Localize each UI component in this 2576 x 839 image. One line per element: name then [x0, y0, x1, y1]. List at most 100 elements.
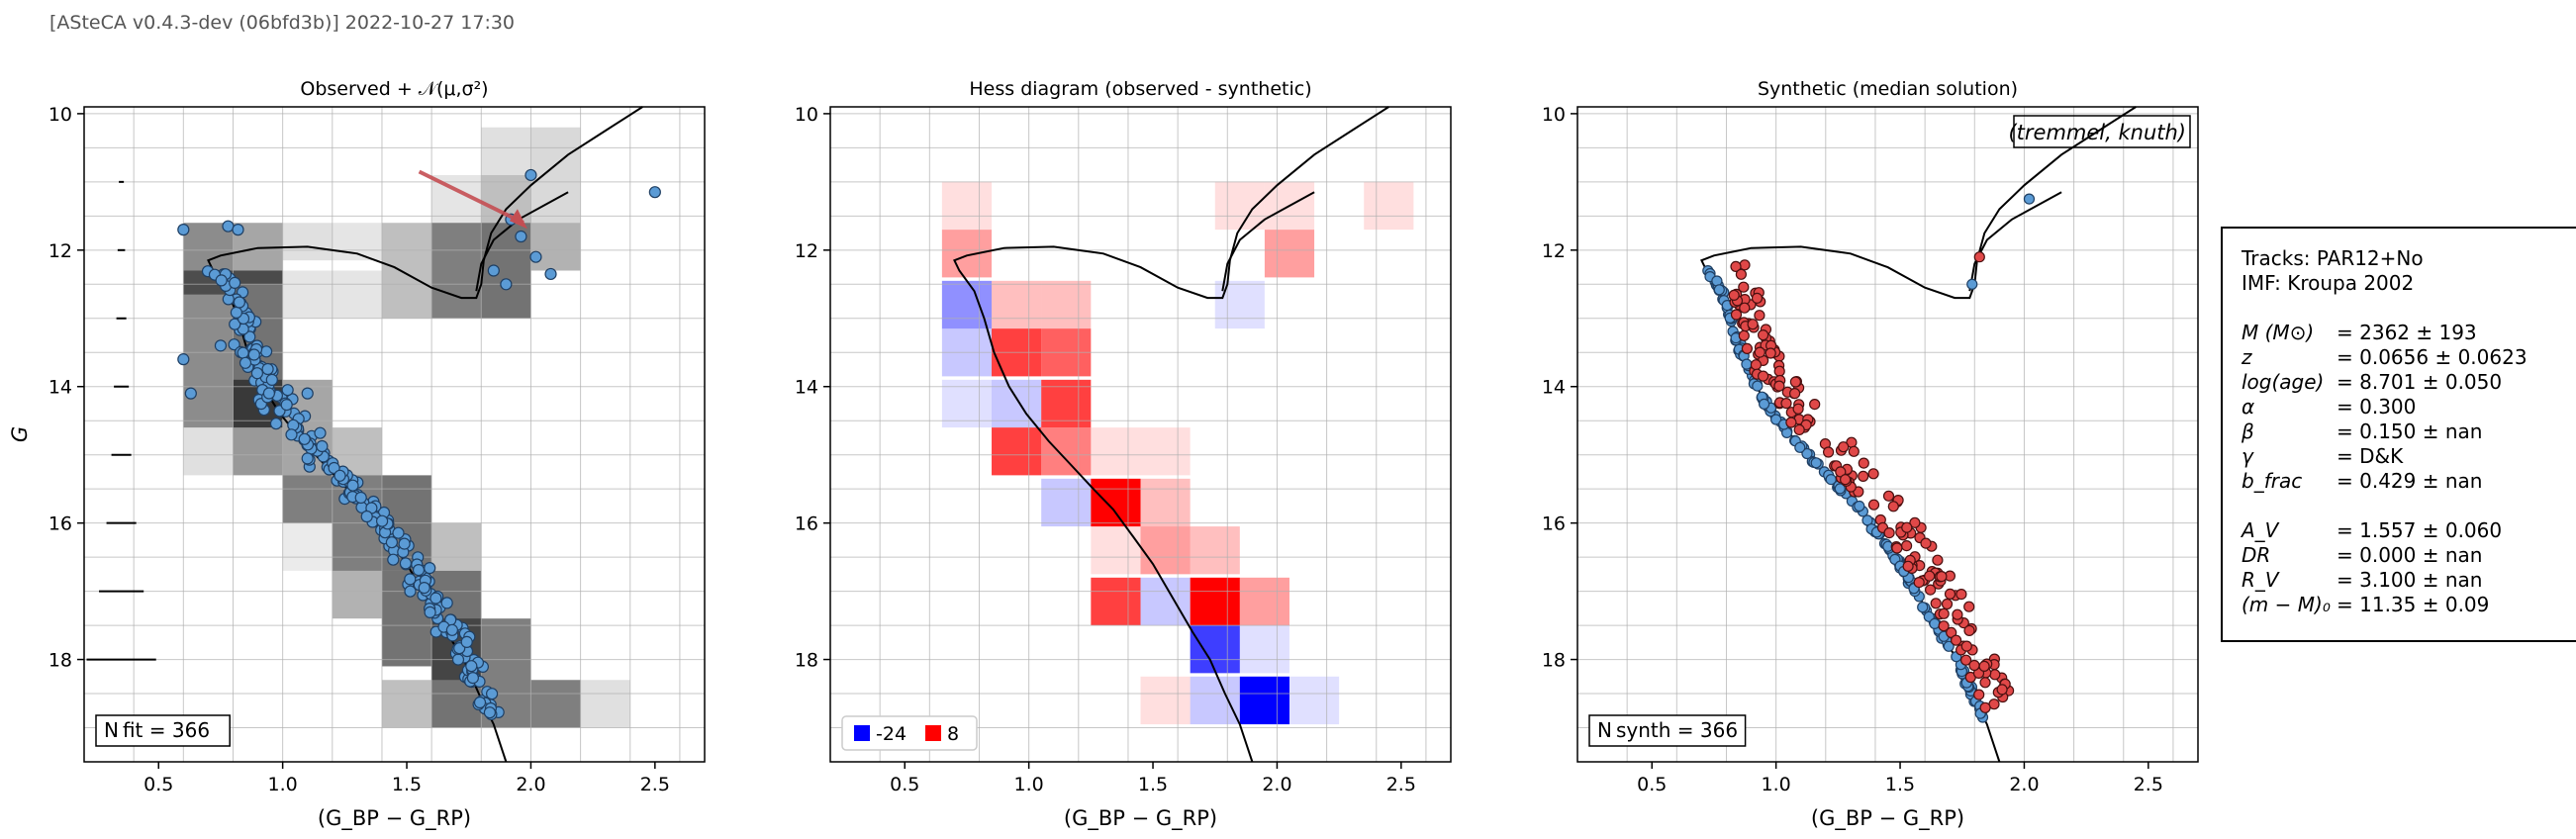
info-param-row: β = 0.150 ± nan: [2242, 420, 2576, 444]
observed-star: [398, 537, 411, 550]
info-param-row: γ = D&K: [2242, 444, 2576, 469]
x-tick-label: 1.5: [1885, 774, 1915, 795]
hess-bin: [431, 223, 482, 319]
hess-cell: [1239, 625, 1289, 674]
synthetic-single: [2023, 193, 2036, 205]
hess-cell: [941, 181, 993, 231]
hess-bin: [282, 522, 333, 571]
x-tick-label: 0.5: [890, 774, 919, 795]
synthetic-binary: [1959, 654, 1972, 666]
observed-star: [232, 224, 244, 236]
hess-bin: [580, 680, 630, 728]
observed-star: [487, 264, 500, 277]
info-param-row: DR = 0.000 ± nan: [2242, 543, 2576, 568]
observed-star: [184, 387, 197, 400]
hess-bin: [381, 223, 432, 319]
synthetic-single: [1769, 414, 1782, 425]
method-label: (tremmel, knuth): [2008, 121, 2186, 144]
synthetic-binary: [1979, 701, 1991, 713]
synthetic-binary: [1882, 490, 1895, 502]
synthetic-binary: [1938, 620, 1950, 632]
isochrone-branch: [475, 191, 569, 292]
legend-swatch: [925, 725, 941, 741]
isochrone-line: [953, 106, 1389, 763]
synthetic-single: [1917, 602, 1929, 613]
info-param-key: α: [2242, 395, 2255, 419]
n-synth-label: N synth = 366: [1597, 718, 1738, 742]
info-param-value: = 0.000 ± nan: [2337, 543, 2483, 567]
observed-star: [269, 418, 283, 430]
hess-bin: [282, 475, 333, 523]
observed-star: [177, 353, 190, 366]
info-imf: IMF: Kroupa 2002: [2242, 271, 2415, 295]
n-synth-label-box: [1588, 714, 1747, 747]
x-tick-label: 1.0: [1014, 774, 1044, 795]
observed-star: [281, 384, 294, 397]
shift-arrowhead: [509, 209, 527, 230]
hess-cell: [1190, 577, 1240, 626]
observed-star: [354, 491, 367, 505]
legend-swatch: [854, 725, 870, 741]
synthetic-binary: [1750, 359, 1763, 371]
synthetic-single: [1834, 483, 1846, 495]
synthetic-binary: [1751, 292, 1764, 304]
synthetic-binary: [1952, 608, 1963, 620]
legend-label: -24: [876, 723, 906, 745]
synthetic-single: [1810, 457, 1822, 469]
synthetic-single: [1752, 380, 1764, 392]
observed-star: [525, 168, 537, 182]
synthetic-single: [1929, 617, 1941, 630]
synthetic-binary: [1738, 329, 1750, 341]
x-tick-label: 2.0: [1262, 774, 1291, 795]
synthetic-binary: [1809, 399, 1821, 411]
info-param-key: z: [2242, 345, 2252, 369]
synthetic-binary: [1936, 570, 1948, 583]
observed-star: [316, 439, 329, 453]
observed-star: [460, 635, 473, 649]
synthetic-binary: [1956, 588, 1967, 601]
synthetic-binary: [1730, 260, 1742, 272]
synthetic-single: [1713, 284, 1725, 296]
x-tick-label: 2.5: [640, 774, 670, 795]
synthetic-binary: [1867, 468, 1879, 480]
isochrone-branch: [1221, 191, 1315, 292]
synthetic-single: [1801, 447, 1813, 460]
y-tick-label: 10: [795, 104, 818, 126]
info-param-key: (m − M)₀: [2242, 593, 2331, 616]
synthetic-binary: [1902, 560, 1914, 572]
hess-bin: [183, 427, 234, 476]
synthetic-binary: [1867, 499, 1880, 511]
observed-star: [440, 597, 453, 609]
y-tick-label: 10: [1542, 104, 1566, 126]
observed-star: [424, 606, 436, 619]
observed-star: [412, 563, 426, 577]
synthetic-binary: [1741, 342, 1754, 354]
hess-cell: [1041, 478, 1092, 527]
x-tick-label: 1.5: [1138, 774, 1168, 795]
info-param-key: b_frac: [2242, 469, 2303, 493]
synthetic-binary: [1728, 289, 1740, 301]
synthetic-binary: [1946, 626, 1957, 639]
observed-star: [215, 274, 228, 287]
synthetic-binary: [1887, 501, 1899, 513]
x-tick-label: 2.5: [1386, 774, 1416, 795]
synthetic-binary: [1941, 598, 1954, 610]
observed-star: [262, 387, 275, 400]
info-param-row: log(age) = 8.701 ± 0.050: [2242, 370, 2576, 395]
synthetic-binary: [1973, 251, 1985, 263]
x-tick-label: 0.5: [143, 774, 173, 795]
observed-star: [247, 348, 260, 361]
synthetic-binary: [1930, 598, 1942, 609]
hess-cell: [1239, 577, 1289, 626]
legend-box: [841, 715, 978, 751]
info-param-value: = 0.300: [2337, 395, 2417, 419]
info-param-key: γ: [2242, 444, 2253, 468]
observed-star: [314, 426, 327, 439]
hess-cell: [941, 230, 993, 278]
synthetic-binary: [1838, 441, 1850, 453]
x-tick-label: 2.0: [2009, 774, 2039, 795]
x-tick-label: 2.0: [516, 774, 545, 795]
observed-star: [387, 553, 400, 566]
x-tick-label: 1.5: [392, 774, 422, 795]
info-param-key: DR: [2242, 543, 2271, 567]
